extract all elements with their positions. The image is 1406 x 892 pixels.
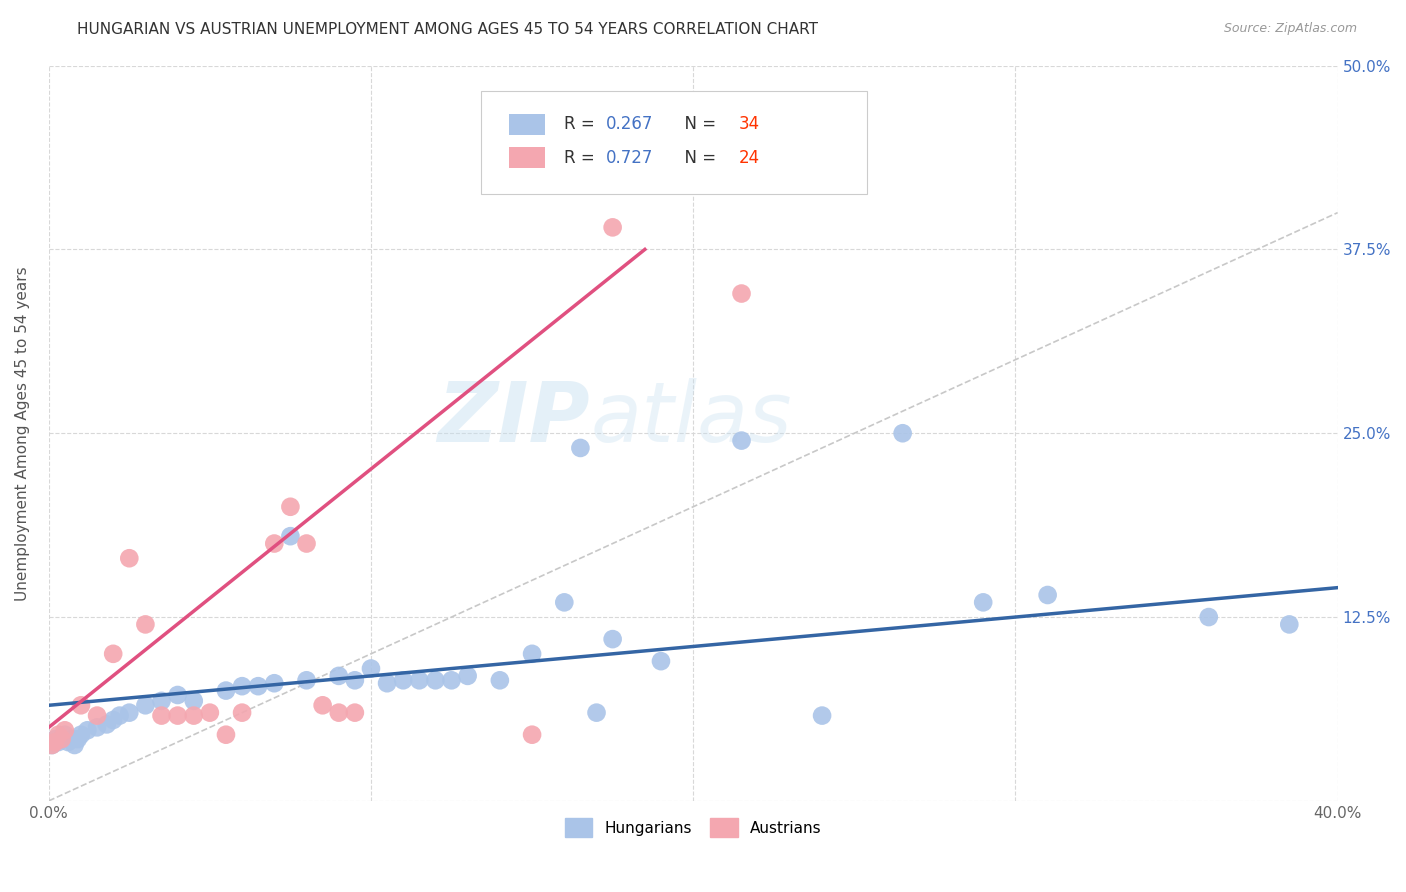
Point (328, 706, 350, 720)
Point (553, 595, 575, 609)
Point (263, 536, 285, 550)
Point (44, 735, 66, 749)
Point (375, 676, 398, 690)
FancyBboxPatch shape (481, 91, 868, 194)
Text: Source: ZipAtlas.com: Source: ZipAtlas.com (1223, 22, 1357, 36)
Point (44, 732, 66, 747)
Point (103, 713, 125, 727)
Point (343, 706, 366, 720)
Point (311, 698, 333, 713)
Point (215, 728, 238, 742)
FancyBboxPatch shape (509, 114, 546, 135)
Point (215, 683, 238, 698)
Point (425, 673, 447, 688)
Point (1198, 610, 1220, 624)
Point (602, 220, 624, 235)
Point (96, 717, 118, 731)
Point (520, 647, 543, 661)
Point (48, 728, 70, 742)
Point (730, 286, 752, 301)
Point (150, 694, 173, 708)
Point (247, 679, 270, 693)
Point (343, 673, 366, 688)
Point (231, 679, 253, 693)
Text: HUNGARIAN VS AUSTRIAN UNEMPLOYMENT AMONG AGES 45 TO 54 YEARS CORRELATION CHART: HUNGARIAN VS AUSTRIAN UNEMPLOYMENT AMONG… (77, 22, 818, 37)
Point (440, 673, 463, 688)
Point (60, 732, 83, 747)
Text: 24: 24 (738, 148, 759, 167)
Text: N =: N = (673, 115, 721, 134)
Point (70, 728, 93, 742)
Point (56, 735, 79, 749)
Point (76, 723, 98, 738)
Point (108, 708, 131, 723)
Point (602, 632, 624, 647)
Point (183, 708, 205, 723)
Point (520, 728, 543, 742)
Point (328, 669, 350, 683)
Point (41, 738, 63, 752)
Point (118, 551, 141, 566)
Point (134, 617, 156, 632)
Point (103, 647, 125, 661)
Text: ZIP: ZIP (437, 378, 591, 459)
Point (280, 500, 302, 514)
Point (295, 536, 318, 550)
Text: 0.267: 0.267 (606, 115, 652, 134)
Legend: Hungarians, Austrians: Hungarians, Austrians (557, 811, 830, 845)
Point (360, 661, 382, 675)
Point (891, 426, 914, 441)
Text: atlas: atlas (591, 378, 792, 459)
Point (86, 720, 108, 734)
Text: 34: 34 (738, 115, 759, 134)
Point (392, 673, 415, 688)
Point (66, 732, 89, 747)
Point (51, 732, 73, 747)
Point (53, 728, 76, 742)
Point (1036, 588, 1059, 602)
Point (41, 738, 63, 752)
Point (457, 669, 479, 683)
Point (489, 673, 512, 688)
Point (1278, 617, 1301, 632)
FancyBboxPatch shape (509, 147, 546, 168)
Point (650, 654, 672, 668)
Point (972, 595, 994, 609)
Point (166, 688, 188, 702)
Point (295, 673, 318, 688)
Point (811, 708, 834, 723)
Point (166, 708, 188, 723)
Point (134, 698, 156, 713)
Point (70, 698, 93, 713)
Point (150, 708, 173, 723)
Point (263, 676, 285, 690)
Point (682, 125, 704, 139)
Point (53, 723, 76, 738)
Y-axis label: Unemployment Among Ages 45 to 54 years: Unemployment Among Ages 45 to 54 years (15, 266, 30, 600)
Point (51, 732, 73, 747)
Point (569, 441, 592, 455)
Point (730, 434, 752, 448)
Point (408, 673, 430, 688)
Point (280, 529, 302, 543)
Point (585, 706, 607, 720)
Point (63, 738, 86, 752)
Point (48, 735, 70, 749)
Point (86, 708, 108, 723)
Point (183, 694, 205, 708)
Point (231, 706, 253, 720)
Point (198, 706, 221, 720)
Text: R =: R = (564, 115, 600, 134)
Text: 0.727: 0.727 (606, 148, 652, 167)
Text: R =: R = (564, 148, 600, 167)
Text: N =: N = (673, 148, 721, 167)
Point (118, 706, 141, 720)
